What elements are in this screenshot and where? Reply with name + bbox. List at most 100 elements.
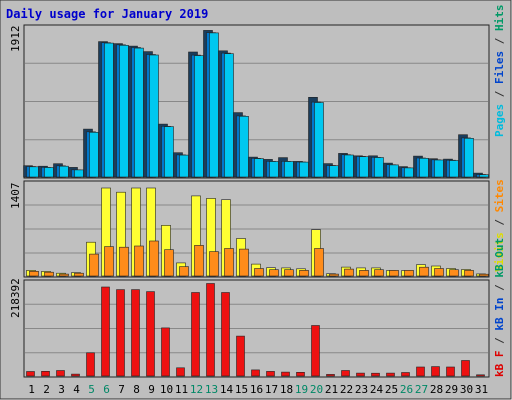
chart-title: Daily usage for January 2019 — [6, 7, 208, 21]
bar-pages-day-12 — [194, 55, 204, 178]
bar-sites-day-26 — [404, 270, 414, 277]
bar-kbf-day-29 — [446, 366, 455, 377]
bar-pages-day-25 — [389, 164, 399, 178]
bar-kbf-day-12 — [191, 292, 200, 377]
bar-sites-day-11 — [179, 266, 189, 277]
bar-pages-day-14 — [224, 53, 234, 178]
bar-pages-day-10 — [164, 126, 174, 178]
legend-entry: Visits — [493, 232, 506, 272]
x-tick-label-day-20: 20 — [310, 383, 323, 396]
x-tick-label-day-31: 31 — [475, 383, 488, 396]
bar-kbf-day-18 — [281, 371, 290, 377]
x-tick-label-day-5: 5 — [88, 383, 95, 396]
bar-pages-day-2 — [44, 167, 54, 178]
panel-middle-bars — [26, 187, 489, 277]
bar-kbf-day-10 — [161, 327, 170, 377]
bar-sites-day-20 — [314, 248, 324, 277]
bar-kbf-day-22 — [341, 370, 350, 377]
bar-sites-day-31 — [479, 273, 489, 277]
bar-kbf-day-9 — [146, 291, 155, 377]
bar-kbf-day-4 — [71, 373, 80, 377]
bar-kbf-day-20 — [311, 325, 320, 377]
legend-entry: kB F — [493, 351, 506, 378]
bar-kbf-day-8 — [131, 289, 140, 377]
legend-entry: Pages — [493, 104, 506, 137]
bar-kbf-day-19 — [296, 371, 305, 377]
x-tick-label-day-2: 2 — [43, 383, 50, 396]
bar-sites-day-18 — [284, 269, 294, 277]
bar-pages-day-7 — [119, 44, 129, 178]
panel-top-max-label: 1912 — [9, 26, 22, 53]
panel-top-bars — [23, 30, 489, 178]
bar-sites-day-23 — [359, 270, 369, 277]
legend-entry: / — [493, 278, 506, 298]
bar-sites-day-30 — [464, 270, 474, 277]
bar-sites-day-22 — [344, 268, 354, 277]
x-tick-label-day-18: 18 — [280, 383, 293, 396]
bar-sites-day-13 — [209, 251, 219, 277]
bar-pages-day-3 — [59, 165, 69, 178]
bar-kbf-day-1 — [26, 371, 35, 377]
bar-sites-day-12 — [194, 245, 204, 277]
bar-sites-day-16 — [254, 268, 264, 277]
bar-sites-day-28 — [434, 268, 444, 277]
x-tick-label-day-25: 25 — [385, 383, 398, 396]
panel-bottom-legend: kB F / kB In / kB Out — [493, 238, 506, 377]
bar-kbf-day-2 — [41, 370, 50, 377]
bar-pages-day-11 — [179, 154, 189, 178]
bar-pages-day-4 — [74, 169, 84, 178]
x-tick-label-day-3: 3 — [58, 383, 65, 396]
x-tick-label-day-30: 30 — [460, 383, 473, 396]
bar-pages-day-19 — [299, 161, 309, 178]
bar-sites-day-14 — [224, 248, 234, 277]
bar-pages-day-8 — [134, 47, 144, 178]
x-tick-label-day-12: 12 — [190, 383, 203, 396]
bar-kbf-day-26 — [401, 372, 410, 377]
bar-pages-day-21 — [329, 165, 339, 178]
bar-sites-day-29 — [449, 269, 459, 277]
bar-sites-day-6 — [104, 246, 114, 277]
bar-pages-day-24 — [374, 157, 384, 178]
bar-pages-day-18 — [284, 161, 294, 178]
x-tick-label-day-14: 14 — [220, 383, 234, 396]
bar-pages-day-13 — [209, 32, 219, 178]
bar-sites-day-5 — [89, 253, 99, 277]
panel-bottom-bars — [26, 283, 485, 377]
bar-sites-day-2 — [44, 271, 54, 277]
legend-entry: / — [493, 31, 506, 51]
x-tick-label-day-9: 9 — [148, 383, 155, 396]
bar-sites-day-9 — [149, 240, 159, 277]
bar-pages-day-9 — [149, 54, 159, 178]
bar-sites-day-10 — [164, 249, 174, 277]
panel-bottom: 218392 kB F / kB In / kB Out — [9, 238, 506, 378]
legend-entry: Sites — [493, 179, 506, 212]
bar-sites-day-15 — [239, 248, 249, 277]
bar-sites-day-24 — [374, 269, 384, 277]
bar-pages-day-23 — [359, 156, 369, 178]
bar-pages-day-5 — [89, 132, 99, 178]
x-tick-label-day-4: 4 — [73, 383, 80, 396]
bar-pages-day-29 — [449, 160, 459, 178]
bar-pages-day-16 — [254, 158, 264, 178]
panel-top-legend: Pages / Files / Hits — [493, 5, 506, 138]
legend-entry: kB Out — [493, 238, 506, 278]
panel-middle: 1407 Visits / Sites — [9, 179, 506, 278]
bar-kbf-day-24 — [371, 372, 380, 377]
bar-sites-day-17 — [269, 269, 279, 277]
bar-kbf-day-21 — [326, 374, 335, 377]
bar-pages-day-20 — [314, 102, 324, 178]
x-tick-label-day-24: 24 — [370, 383, 384, 396]
x-tick-label-day-11: 11 — [175, 383, 188, 396]
bar-kbf-day-6 — [101, 286, 110, 377]
x-tick-label-day-7: 7 — [118, 383, 125, 396]
bar-pages-day-26 — [404, 167, 414, 178]
x-tick-label-day-28: 28 — [430, 383, 443, 396]
bar-kbf-day-17 — [266, 371, 275, 377]
bar-pages-day-22 — [344, 154, 354, 178]
panel-middle-legend: Visits / Sites — [493, 179, 506, 272]
bar-kbf-day-14 — [221, 292, 230, 377]
x-tick-label-day-15: 15 — [235, 383, 248, 396]
bar-kbf-day-7 — [116, 289, 125, 377]
x-tick-label-day-26: 26 — [400, 383, 413, 396]
